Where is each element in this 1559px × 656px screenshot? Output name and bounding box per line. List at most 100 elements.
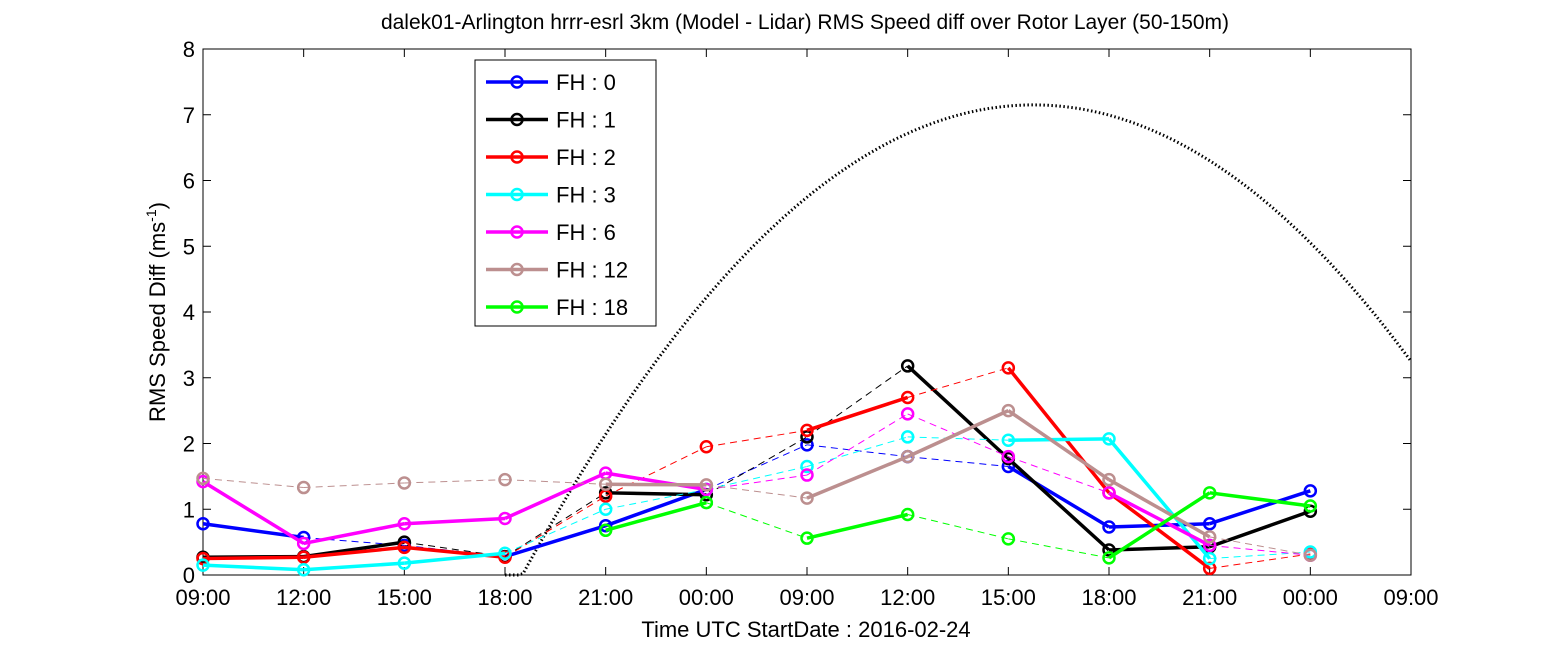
data-point	[1001, 532, 1016, 546]
data-point	[1102, 486, 1116, 500]
data-point	[196, 551, 210, 566]
series-segment	[1107, 491, 1211, 570]
data-point	[598, 502, 613, 516]
data-point	[1202, 551, 1217, 566]
y-tick-label: 2	[183, 432, 195, 457]
series-segment	[706, 444, 808, 490]
data-point	[296, 562, 311, 577]
series-segment	[1108, 478, 1211, 539]
legend-label: FH : 6	[556, 220, 616, 245]
series	[196, 361, 1318, 576]
legend-label: FH : 12	[556, 258, 628, 283]
series-segment	[806, 413, 908, 476]
x-tick-label: 18:00	[1081, 585, 1136, 610]
series-segment	[504, 492, 606, 558]
data-point	[900, 390, 915, 405]
y-axis-label-main: RMS Speed Diff (ms	[145, 222, 170, 422]
data-point	[1202, 516, 1217, 531]
x-tick-label: 15:00	[377, 585, 432, 610]
data-point	[699, 440, 714, 454]
series	[598, 486, 1318, 565]
series-segment	[1006, 366, 1111, 494]
series-segment	[1209, 491, 1311, 508]
series-segment	[303, 561, 405, 572]
data-point	[800, 531, 814, 545]
series-segment	[806, 365, 908, 438]
y-axis-label-superscript: -1	[143, 209, 159, 222]
series-segment	[806, 436, 908, 467]
legend-marker	[510, 262, 524, 277]
series-segment	[907, 456, 1009, 468]
data-point	[196, 471, 210, 486]
y-tick-label: 8	[183, 37, 195, 62]
series-segment	[202, 521, 304, 540]
data-point	[900, 407, 915, 421]
series-segment	[504, 471, 607, 521]
x-tick-label: 21:00	[1182, 585, 1237, 610]
data-point	[699, 478, 714, 492]
legend-label: FH : 0	[556, 70, 616, 95]
data-point	[1202, 538, 1217, 553]
series-segment	[906, 409, 1010, 459]
data-point	[1102, 520, 1116, 534]
data-point	[900, 507, 915, 522]
data-point	[900, 359, 915, 373]
series-segment	[1108, 491, 1211, 560]
data-point	[1102, 543, 1116, 557]
series-segment	[605, 482, 707, 487]
series-segment	[1209, 536, 1311, 556]
x-tick-label: 09:00	[175, 585, 230, 610]
series-segment	[504, 495, 606, 558]
series-segment	[806, 512, 909, 540]
series-segment	[1209, 489, 1311, 526]
series-segment	[806, 455, 909, 500]
data-point	[1303, 548, 1318, 563]
dotted-curve	[505, 103, 1413, 577]
data-point	[800, 423, 814, 438]
x-tick-label: 18:00	[477, 585, 532, 610]
data-point	[296, 550, 311, 564]
legend-label: FH : 3	[556, 183, 616, 208]
series-segment	[303, 545, 405, 559]
y-axis-ticks: 0 1 2 3 4 5 6 7 8	[183, 37, 1411, 588]
y-tick-label: 6	[183, 169, 195, 194]
legend-marker	[510, 225, 524, 239]
data-point	[498, 472, 512, 487]
data-point	[800, 468, 814, 482]
y-tick-label: 7	[183, 103, 195, 128]
data-point	[598, 518, 613, 533]
data-point	[397, 556, 412, 570]
data-point	[800, 459, 814, 474]
series-segment	[1209, 509, 1311, 549]
y-tick-label: 1	[183, 497, 195, 522]
series-segment	[706, 436, 808, 496]
data-point	[196, 516, 210, 531]
data-point	[498, 550, 512, 564]
data-point	[1001, 403, 1016, 418]
series-segment	[806, 444, 908, 458]
data-point	[296, 536, 311, 551]
legend-marker	[510, 75, 524, 89]
series-segment	[1007, 465, 1110, 529]
data-point	[397, 476, 412, 490]
series-segment	[706, 502, 808, 539]
legend-label: FH : 1	[556, 108, 616, 133]
series-segment	[605, 500, 707, 532]
data-point	[1202, 486, 1217, 500]
data-point	[397, 540, 412, 555]
series-segment	[1008, 456, 1110, 494]
series-segment	[706, 484, 808, 499]
data-point	[1102, 432, 1116, 446]
legend: FH : 0 FH : 1 FH : 2 FH : 3 FH : 6 FH : 12 FH …	[474, 59, 657, 327]
series-segment	[504, 508, 606, 554]
data-point	[498, 546, 512, 561]
x-axis-ticks: 09:00 12:00 15:00 18:00 21:00 00:00 09:00 12:00…	[175, 49, 1439, 610]
series-segment	[404, 479, 506, 484]
data-point	[800, 430, 814, 444]
series-layer	[196, 359, 1318, 577]
series-segment	[202, 555, 304, 561]
data-point	[196, 558, 210, 572]
data-point	[900, 430, 915, 444]
series	[196, 403, 1318, 563]
series-segment	[706, 429, 808, 448]
